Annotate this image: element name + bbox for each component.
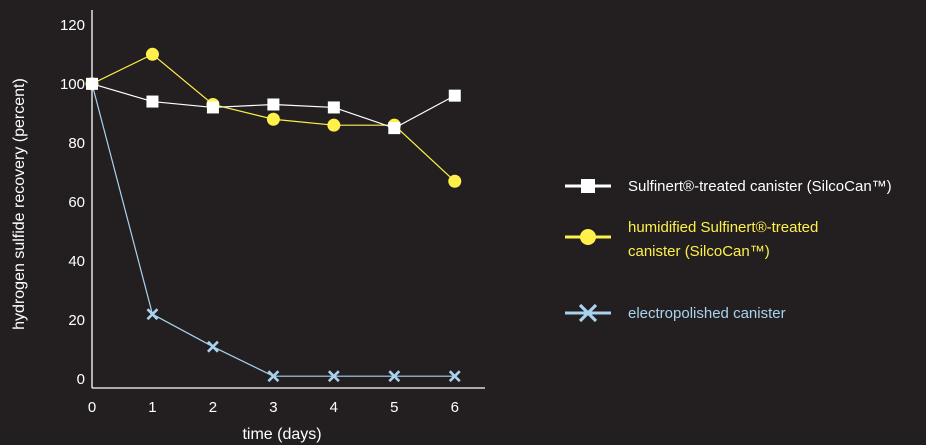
y-tick-label: 100 (60, 76, 85, 93)
y-axis-title: hydrogen sulfide recovery (percent) (11, 78, 28, 330)
x-tick-label: 5 (390, 399, 398, 416)
data-point-circle (266, 112, 280, 126)
y-tick-label: 0 (77, 371, 85, 388)
legend-item: Sulfinert®-treated canister (SilcoCan™) (565, 178, 892, 195)
data-point-square (146, 95, 159, 108)
legend-swatch-marker (578, 303, 598, 323)
data-point-x (207, 340, 219, 353)
legend-label: electropolished canister (628, 305, 786, 322)
series-line (91, 83, 455, 377)
data-point-circle (327, 118, 341, 132)
x-axis-tick-labels: 0 1 2 3 4 5 6 (88, 399, 459, 416)
legend: Sulfinert®-treated canister (SilcoCan™) h… (565, 178, 892, 323)
legend-swatch-marker (580, 229, 596, 245)
data-point-x (388, 370, 401, 383)
y-tick-label: 20 (68, 312, 85, 329)
x-tick-label: 6 (451, 399, 459, 416)
data-point-square (327, 101, 340, 114)
data-point-circle (145, 47, 159, 61)
x-tick-label: 0 (88, 399, 96, 416)
data-point-square (388, 122, 401, 135)
data-point-x (448, 370, 461, 383)
data-point-square (448, 89, 461, 102)
y-tick-label: 80 (68, 135, 85, 152)
data-point-x (267, 370, 280, 383)
data-point-square (267, 98, 280, 111)
data-point-x (146, 308, 159, 321)
data-point-square (86, 77, 98, 90)
series-group (85, 47, 462, 383)
legend-item: humidified Sulfinert®-treated canister (S… (565, 219, 818, 260)
y-tick-label: 120 (60, 17, 85, 34)
legend-label: humidified Sulfinert®-treated (628, 219, 818, 236)
legend-label: Sulfinert®-treated canister (SilcoCan™) (628, 178, 892, 195)
x-tick-label: 1 (148, 399, 156, 416)
y-axis-tick-labels: 0 20 40 60 80 100 120 (60, 17, 85, 388)
x-tick-label: 4 (330, 399, 338, 416)
series-circle (85, 47, 462, 188)
series-square (86, 77, 461, 135)
legend-swatch-marker (581, 179, 595, 193)
legend-item: electropolished canister (565, 303, 786, 323)
data-point-x (327, 370, 340, 383)
x-tick-label: 3 (269, 399, 277, 416)
axes (91, 10, 485, 389)
series-x (86, 77, 461, 383)
legend-label: canister (SilcoCan™) (628, 243, 770, 260)
y-tick-label: 60 (68, 194, 85, 211)
data-point-circle (448, 174, 462, 188)
x-axis-title: time (days) (242, 426, 321, 443)
x-tick-label: 2 (209, 399, 217, 416)
data-point-square (206, 101, 219, 114)
y-tick-label: 40 (68, 253, 85, 270)
